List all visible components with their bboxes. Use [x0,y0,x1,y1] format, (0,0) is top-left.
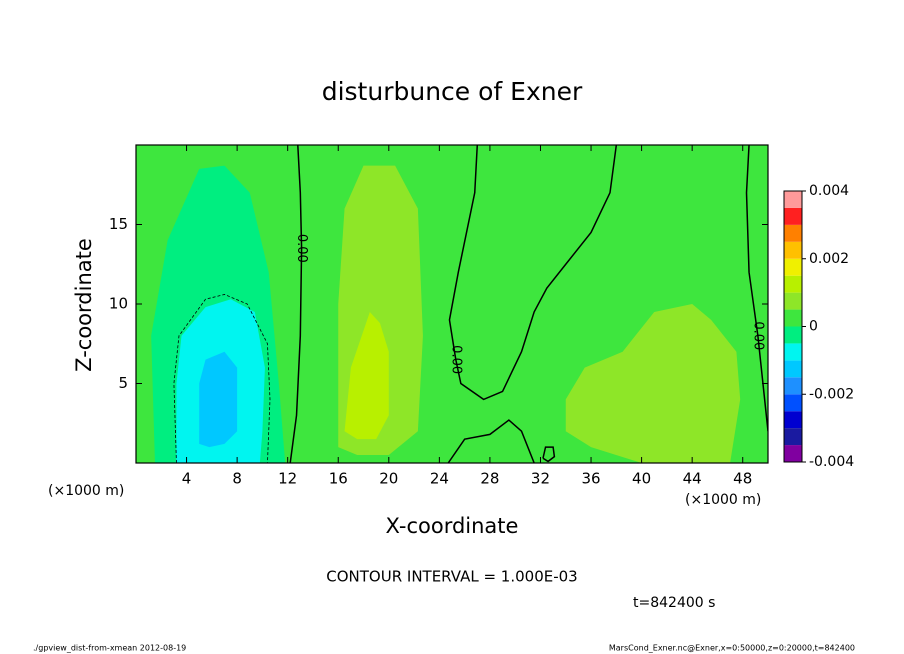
x-tick-label: 44 [683,470,702,488]
colorbar-band [784,377,802,395]
x-tick-label: 4 [182,470,192,488]
colorbar-band [784,292,802,310]
x-tick-label: 12 [278,470,297,488]
colorbar-band [784,326,802,344]
contour-label: 0.00 [294,234,309,263]
contour-line [289,145,303,463]
x-tick-label: 28 [480,470,499,488]
filled-region [565,304,741,463]
colorbar-band [784,445,802,462]
x-tick-label: 8 [232,470,242,488]
contour-line [447,419,535,463]
x-axis-label: X-coordinate [386,514,519,538]
colorbar-tick-label: -0.002 [809,386,854,402]
colorbar-band [784,394,802,412]
x-tick-label: 20 [379,470,398,488]
x-tick-label: 32 [531,470,550,488]
x-unit-label: (×1000 m) [685,492,761,508]
y-unit-label: (×1000 m) [48,483,124,499]
contour-line [448,145,618,401]
x-tick-label: 24 [430,470,449,488]
chart-title: disturbunce of Exner [322,77,583,106]
colorbar-band [784,309,802,327]
colorbar-tick-label: 0.002 [809,251,849,267]
colorbar-band [784,360,802,378]
colorbar-band [784,191,802,208]
y-tick-label: 15 [109,215,128,233]
colorbar-band [784,224,802,242]
time-label: t=842400 s [633,595,715,611]
filled-region [199,351,238,448]
y-tick-label: 10 [109,295,128,313]
contour-label: 0.00 [448,345,463,374]
x-tick-label: 36 [581,470,600,488]
contour-label: 0.00 [750,321,765,350]
colorbar-band [784,258,802,276]
footer-right: MarsCond_Exner.nc@Exner,x=0:50000,z=0:20… [609,644,855,653]
contour-line [173,294,271,463]
y-axis-label: Z-coordinate [72,238,96,372]
contour-interval: CONTOUR INTERVAL = 1.000E-03 [326,568,577,586]
contour-line [542,446,556,463]
colorbar-band [784,428,802,446]
x-tick-label: 40 [632,470,651,488]
y-tick-label: 5 [118,374,128,392]
plot-area: 0.00 0.00 0.00 [136,145,768,463]
colorbar-band [784,241,802,259]
colorbar-tick-label: 0 [809,319,818,335]
colorbar-band [784,275,802,293]
colorbar-band [784,411,802,429]
colorbar-tick-label: -0.004 [809,454,854,470]
filled-region [344,311,389,440]
x-tick-label: 48 [733,470,752,488]
x-tick-label: 16 [329,470,348,488]
footer-left: ./gpview_dist-from-xmean 2012-08-19 [33,644,186,653]
colorbar-tick-label: 0.004 [809,183,849,199]
colorbar-band [784,207,802,225]
colorbar-band [784,343,802,361]
